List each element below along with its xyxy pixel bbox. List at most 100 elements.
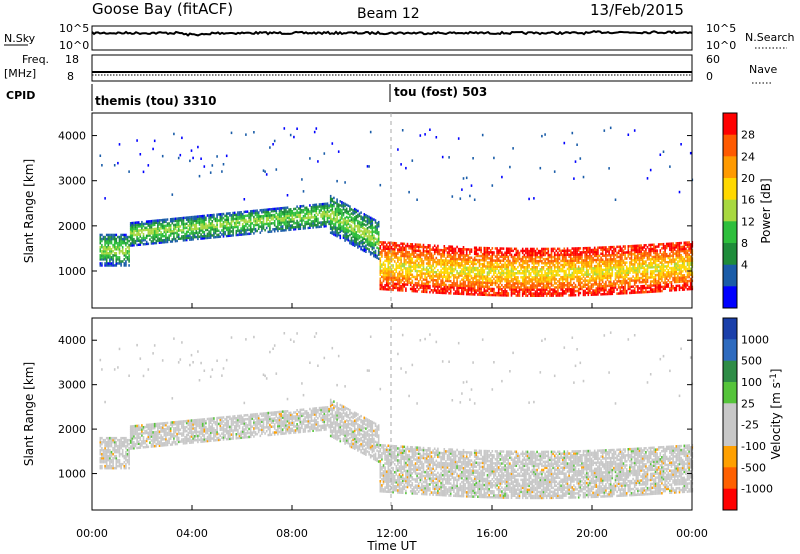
power-cell — [238, 221, 241, 224]
power-cell — [600, 285, 602, 288]
power-cell — [197, 215, 199, 218]
power-cell — [294, 207, 297, 211]
power-cell — [582, 261, 585, 264]
power-cell — [438, 259, 441, 262]
power-cell — [523, 255, 526, 259]
power-cell — [347, 216, 350, 220]
power-cell — [230, 131, 233, 135]
power-cell — [574, 160, 577, 163]
power-cell — [547, 290, 550, 293]
power-cell — [445, 283, 447, 287]
power-cell — [134, 221, 137, 224]
power-cell — [555, 278, 558, 281]
power-cell — [256, 219, 258, 223]
power-cell — [419, 249, 422, 253]
power-cell — [592, 252, 594, 256]
power-cell — [473, 283, 476, 286]
power-cell — [619, 290, 622, 293]
power-cell — [637, 279, 639, 282]
power-cell — [461, 278, 463, 281]
power-cell — [310, 208, 313, 211]
power-cell — [221, 223, 223, 226]
power-cell — [395, 246, 398, 249]
power-cell — [568, 265, 570, 269]
power-cell — [541, 134, 543, 138]
power-cell — [497, 257, 500, 260]
power-cell — [587, 289, 590, 292]
power-cell — [283, 220, 286, 224]
power-cell — [174, 239, 177, 243]
power-cell — [197, 227, 199, 230]
power-cell — [392, 247, 394, 251]
power-cell — [427, 250, 430, 253]
power-cell — [401, 254, 404, 258]
power-cell — [400, 252, 402, 255]
power-cell — [352, 219, 354, 222]
power-cell — [134, 233, 137, 237]
power-cell — [429, 250, 431, 253]
power-cell — [638, 287, 641, 290]
power-cell — [493, 291, 495, 295]
power-cell — [627, 267, 630, 270]
power-cell — [249, 232, 252, 235]
power-cell — [473, 198, 476, 201]
power-cell — [558, 257, 561, 261]
power-cell — [353, 228, 356, 231]
power-cell — [483, 289, 486, 292]
power-cell — [371, 241, 374, 245]
power-cell — [558, 282, 561, 285]
power-cell — [345, 230, 348, 233]
power-cell — [435, 256, 438, 260]
power-cell — [160, 241, 162, 244]
power-cell — [206, 228, 209, 232]
power-cell — [477, 252, 479, 256]
power-cell — [381, 255, 383, 258]
power-cell — [329, 194, 332, 198]
power-cell — [643, 262, 646, 265]
power-cell — [416, 243, 418, 246]
power-cell — [142, 170, 145, 174]
power-cell — [406, 250, 409, 254]
power-cell — [305, 216, 308, 220]
power-cell — [128, 264, 130, 267]
power-cell — [648, 252, 650, 255]
power-cell — [393, 241, 396, 245]
power-cell — [585, 269, 588, 272]
power-cell — [325, 210, 327, 214]
power-cell — [381, 287, 383, 291]
power-cell — [617, 255, 620, 259]
power-cell — [155, 221, 158, 224]
power-cell — [577, 253, 580, 256]
power-cell — [395, 264, 398, 267]
power-cell — [422, 260, 425, 263]
freq-right-tick-low: 0 — [706, 70, 713, 83]
power-cell — [277, 225, 279, 229]
power-cell — [560, 278, 562, 281]
power-cell — [177, 237, 180, 240]
power-cell — [278, 227, 281, 230]
power-cell — [441, 287, 444, 291]
power-cell — [449, 290, 452, 293]
power-cell — [633, 252, 636, 256]
power-cell — [358, 245, 361, 248]
power-cell — [281, 210, 284, 214]
power-cell — [437, 273, 439, 276]
power-cell — [509, 263, 511, 267]
power-cell — [645, 272, 647, 275]
power-cell — [429, 254, 431, 257]
power-cell — [393, 248, 396, 251]
power-cell — [390, 268, 393, 271]
power-cell — [574, 275, 577, 279]
power-cell — [189, 222, 191, 225]
power-cell — [278, 207, 281, 210]
power-cell — [593, 273, 596, 276]
power-cell — [478, 264, 481, 268]
power-cell — [493, 263, 495, 266]
power-cell — [645, 252, 647, 255]
power-cell — [601, 293, 604, 296]
power-cell — [283, 208, 286, 212]
power-cell — [453, 249, 455, 253]
power-cell — [198, 219, 201, 222]
power-cell — [417, 247, 420, 251]
power-cell — [598, 283, 601, 286]
